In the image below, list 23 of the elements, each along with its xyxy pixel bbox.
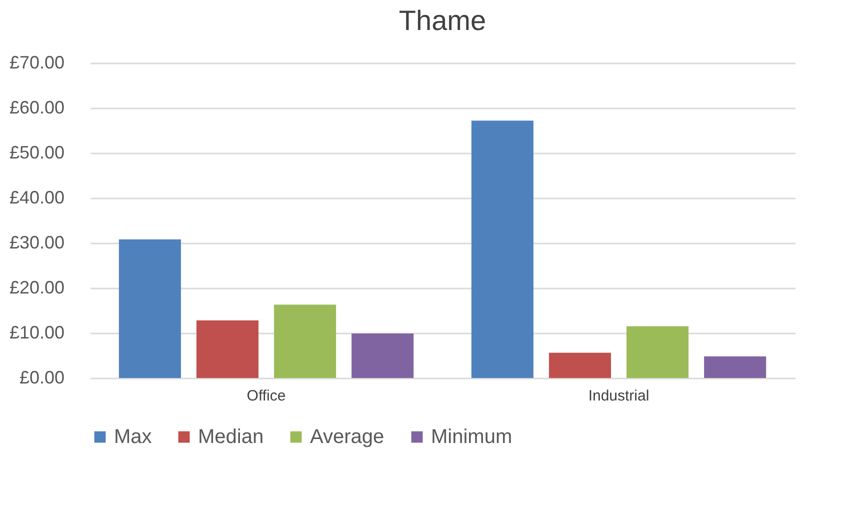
y-tick-label: £10.00 [9,322,64,342]
bar [626,326,689,378]
bar [548,352,611,378]
x-tick-label: Industrial [588,388,650,404]
x-tick-label: Office [246,388,286,404]
chart-title: Thame [398,5,486,36]
y-tick-label: £70.00 [9,52,64,72]
legend-label: Median [198,426,264,448]
bar [704,356,766,378]
legend-label: Max [114,426,152,448]
bar [274,304,336,378]
y-tick-label: £30.00 [9,232,64,252]
bar [196,320,258,378]
y-tick-label: £20.00 [9,278,64,298]
y-tick-label: £50.00 [9,142,64,162]
y-tick-label: £40.00 [9,188,64,208]
bar [352,333,414,378]
bar [471,120,534,378]
legend-label: Average [310,426,384,448]
legend-label: Minimum [431,426,512,448]
bar [118,239,181,378]
y-tick-label: £0.00 [19,368,64,388]
y-tick-label: £60.00 [9,98,64,118]
